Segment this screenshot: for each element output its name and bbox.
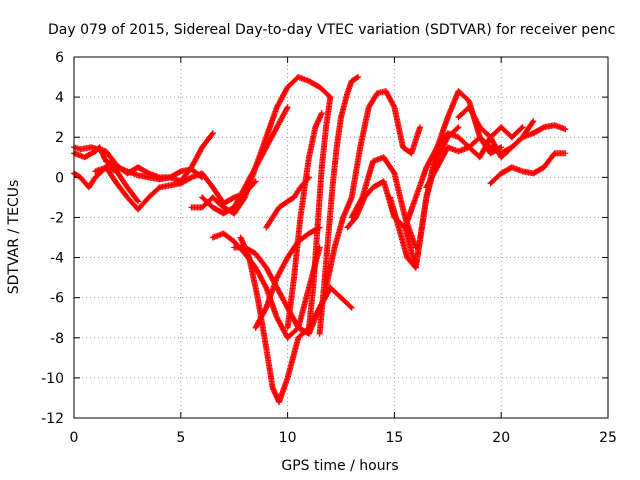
series-markers: [316, 74, 362, 337]
series-19: [402, 124, 526, 231]
y-tick-label: -6: [50, 291, 64, 307]
series-markers: [487, 150, 569, 187]
y-tick-label: 2: [55, 130, 64, 146]
y-tick-label: 0: [55, 170, 64, 186]
series-22: [487, 150, 569, 187]
series-markers: [455, 104, 569, 161]
series-markers: [199, 104, 291, 217]
x-tick-label: 0: [70, 430, 79, 446]
y-tick-label: -4: [50, 251, 64, 267]
y-tick-label: 4: [55, 90, 64, 106]
series-14: [316, 74, 362, 337]
x-tick-label: 5: [176, 430, 185, 446]
series-13: [305, 94, 334, 331]
x-tick-label: 20: [492, 430, 510, 446]
x-axis-label: GPS time / hours: [281, 458, 398, 474]
axis-ticks: 0 5 10 15 20 25 -12 -10 -8 -6 -4 -2 0 2 4 6: [41, 50, 617, 446]
series-markers: [92, 164, 259, 213]
series-markers: [305, 94, 334, 331]
x-tick-label: 25: [599, 430, 617, 446]
y-tick-label: -12: [41, 411, 64, 427]
series-21: [455, 104, 569, 161]
y-tick-label: 6: [55, 50, 64, 66]
series-markers: [323, 88, 424, 291]
series-markers: [284, 110, 325, 331]
x-tick-label: 10: [279, 430, 297, 446]
y-tick-label: -8: [50, 331, 64, 347]
series-15: [323, 88, 424, 291]
series-12: [284, 110, 325, 331]
series-6: [199, 104, 291, 217]
series-4: [92, 164, 259, 213]
x-tick-label: 15: [385, 430, 403, 446]
plot-frame: [73, 56, 609, 419]
y-tick-label: -2: [50, 210, 64, 226]
series-markers: [402, 124, 526, 231]
chart-title: Day 079 of 2015, Sidereal Day-to-day VTE…: [48, 22, 615, 38]
y-axis-label: SDTVAR / TECUs: [6, 180, 22, 295]
y-tick-label: -10: [41, 371, 64, 387]
gridlines: [74, 57, 608, 418]
